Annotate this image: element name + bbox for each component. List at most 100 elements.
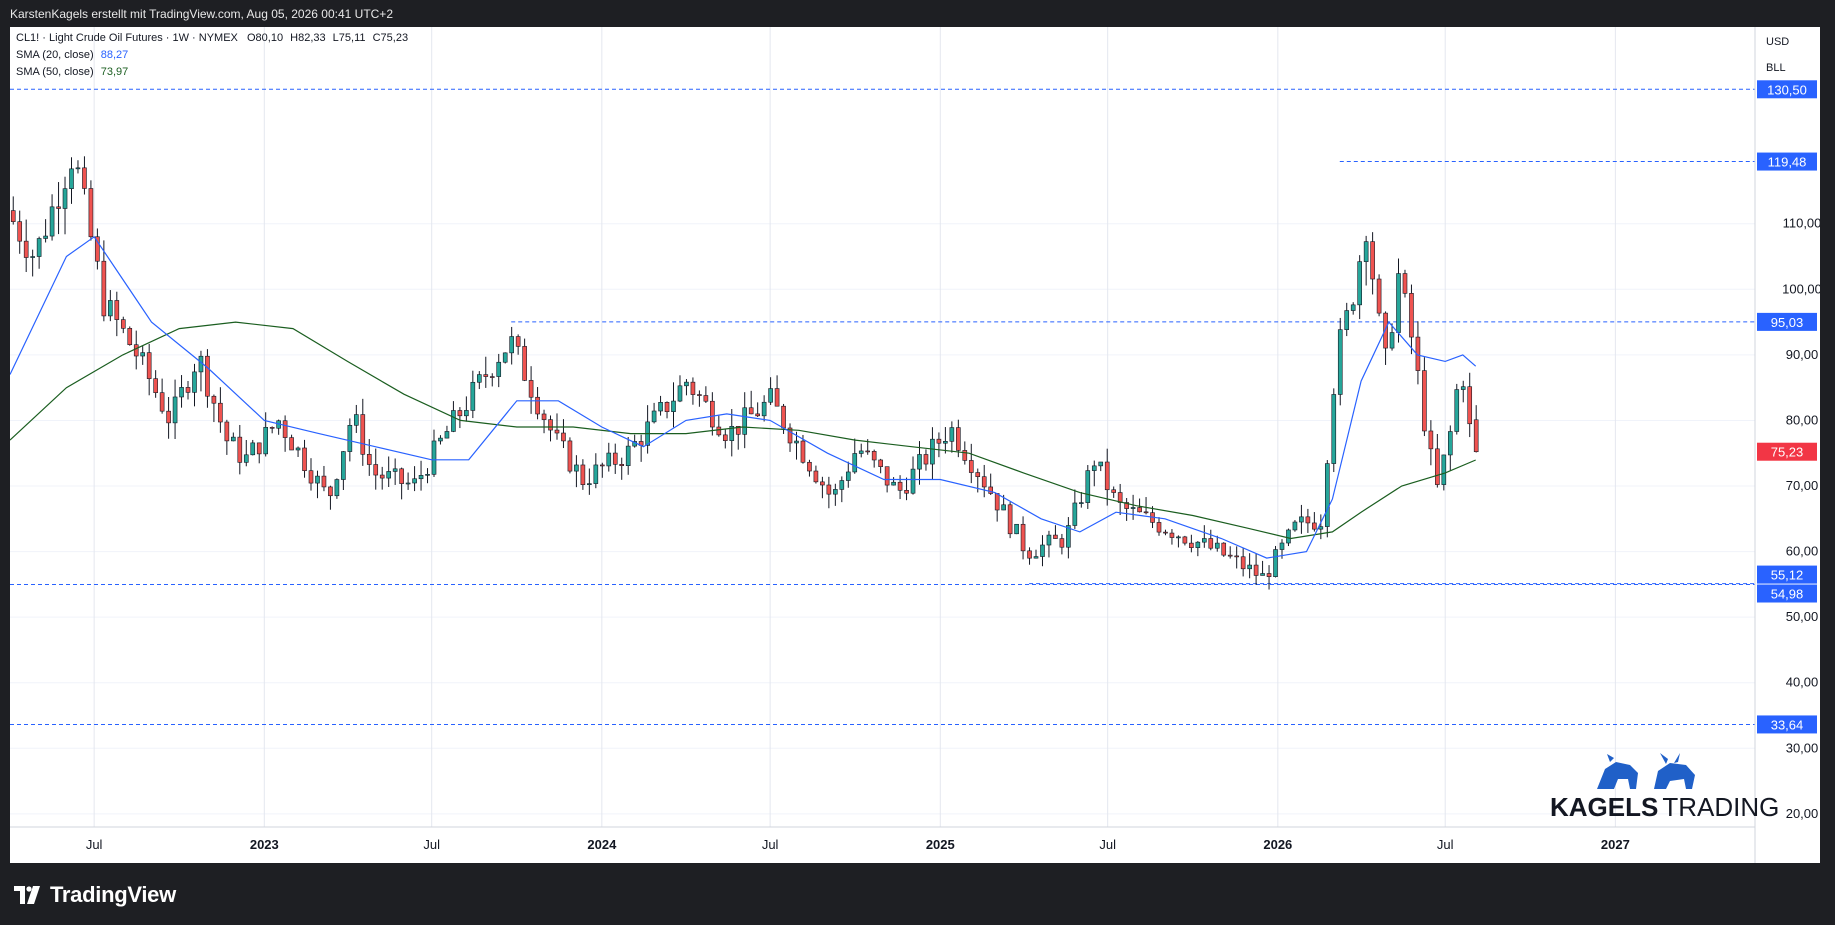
legend-high-label: H <box>290 32 298 44</box>
candle-body <box>179 387 184 398</box>
x-tick-label: 2024 <box>587 837 617 852</box>
candle-body <box>677 385 683 402</box>
candle-body <box>1189 542 1194 548</box>
candle-body <box>1085 470 1091 503</box>
candle-body <box>354 414 359 426</box>
candle-body <box>1176 536 1181 539</box>
candle-body <box>1098 461 1104 467</box>
candle-body <box>599 464 605 467</box>
candle-body <box>205 355 210 397</box>
candle-body <box>548 419 553 431</box>
candle-body <box>930 438 935 465</box>
footer-bar: TradingView <box>0 863 1835 925</box>
candle-body <box>509 336 514 354</box>
candle-body <box>625 445 631 466</box>
candle-body <box>166 410 171 424</box>
chart-area[interactable]: USD BLL 20,00 30,00 40,00 50,00 60,00 70,00 80… <box>10 27 1820 863</box>
candle-body <box>671 400 676 412</box>
candle-body <box>243 454 249 463</box>
watermark-light: TRADING <box>1662 792 1779 822</box>
candle-body <box>457 410 463 417</box>
y-tick-label: 50,00 <box>1786 609 1819 624</box>
y-tick-label: 100,00 <box>1782 281 1820 296</box>
currency-label: USD <box>1766 36 1789 48</box>
candle-body <box>321 475 327 488</box>
legend-close-value: 75,23 <box>381 32 409 44</box>
candle-body <box>1318 526 1324 530</box>
candle-body <box>1402 273 1408 294</box>
y-tick-label: 20,00 <box>1786 806 1819 821</box>
x-tick-label: Jul <box>762 837 779 852</box>
candle-body <box>218 402 223 423</box>
candle-body <box>69 168 74 189</box>
candle-body <box>1163 531 1168 534</box>
legend-sma20-line[interactable]: SMA (20, close) 88,27 <box>16 49 128 61</box>
candle-body <box>185 387 191 393</box>
candle-body <box>62 188 68 209</box>
candle-body <box>606 452 612 467</box>
header-bar: KarstenKagels erstellt mit TradingView.c… <box>0 0 1835 27</box>
candle-body <box>852 453 858 473</box>
candle-body <box>88 188 94 238</box>
legend-symbol-line: CL1! · Light Crude Oil Futures · 1W · NY… <box>16 32 408 44</box>
candle-body <box>1279 542 1285 550</box>
candle-body <box>1169 532 1175 538</box>
candle-body <box>10 210 16 222</box>
candle-body <box>1389 332 1395 349</box>
candle-body <box>1001 504 1006 511</box>
candle-body <box>1111 489 1116 493</box>
candle-body <box>1286 529 1291 544</box>
candle-body <box>807 461 812 472</box>
level-price-label: 119,48 <box>1768 155 1807 170</box>
candle-body <box>502 352 508 363</box>
candle-body <box>1428 430 1434 450</box>
candle-body <box>800 440 806 463</box>
candle-body <box>865 450 871 453</box>
candle-body <box>256 442 262 455</box>
header-attribution: KarstenKagels erstellt mit TradingView.c… <box>10 7 393 21</box>
candle-body <box>231 436 236 442</box>
candle-body <box>1234 555 1239 558</box>
legend-low-value: 75,11 <box>339 32 366 44</box>
legend-high-value: 82,33 <box>298 32 326 44</box>
candle-body <box>1117 492 1123 503</box>
candle-body <box>528 380 534 398</box>
candle-body <box>535 396 540 415</box>
candle-body <box>703 395 709 402</box>
chart-legend: CL1! · Light Crude Oil Futures · 1W · NY… <box>16 32 408 78</box>
candle-body <box>1454 389 1460 432</box>
candle-body <box>360 414 366 455</box>
candle-body <box>1033 556 1039 559</box>
legend-sma50-value: 73,97 <box>101 66 129 78</box>
candle-body <box>833 489 838 495</box>
candle-body <box>619 464 625 466</box>
candle-body <box>308 470 314 484</box>
candle-body <box>328 486 333 497</box>
candle-body <box>133 344 139 357</box>
candle-body <box>379 474 385 479</box>
candle-body <box>949 427 955 442</box>
candle-body <box>302 447 307 472</box>
level-price-tag <box>1757 152 1817 171</box>
legend-low-label: L <box>333 32 339 44</box>
candle-body <box>1266 573 1272 577</box>
candle-body <box>1324 463 1330 527</box>
candle-body <box>451 410 456 432</box>
candle-body <box>237 436 243 463</box>
candle-body <box>1350 304 1356 311</box>
candle-body <box>1240 556 1246 570</box>
candle-body <box>1046 534 1052 546</box>
legend-sma50-line[interactable]: SMA (50, close) 73,97 <box>16 66 128 78</box>
candle-body <box>1027 550 1032 559</box>
candle-body <box>334 479 340 497</box>
candle-body <box>464 410 469 417</box>
candle-body <box>295 447 301 451</box>
price-chart[interactable]: USD BLL 20,00 30,00 40,00 50,00 60,00 70,00 80… <box>10 27 1820 863</box>
candles <box>10 156 1479 590</box>
x-tick-label: 2023 <box>250 837 279 852</box>
legend-symbol: CL1! · Light Crude Oil Futures · 1W · NY… <box>16 32 239 44</box>
tradingview-logo[interactable]: TradingView <box>14 882 176 907</box>
candle-body <box>282 420 288 438</box>
candle-body <box>755 413 760 417</box>
y-tick-label: 40,00 <box>1786 675 1819 690</box>
